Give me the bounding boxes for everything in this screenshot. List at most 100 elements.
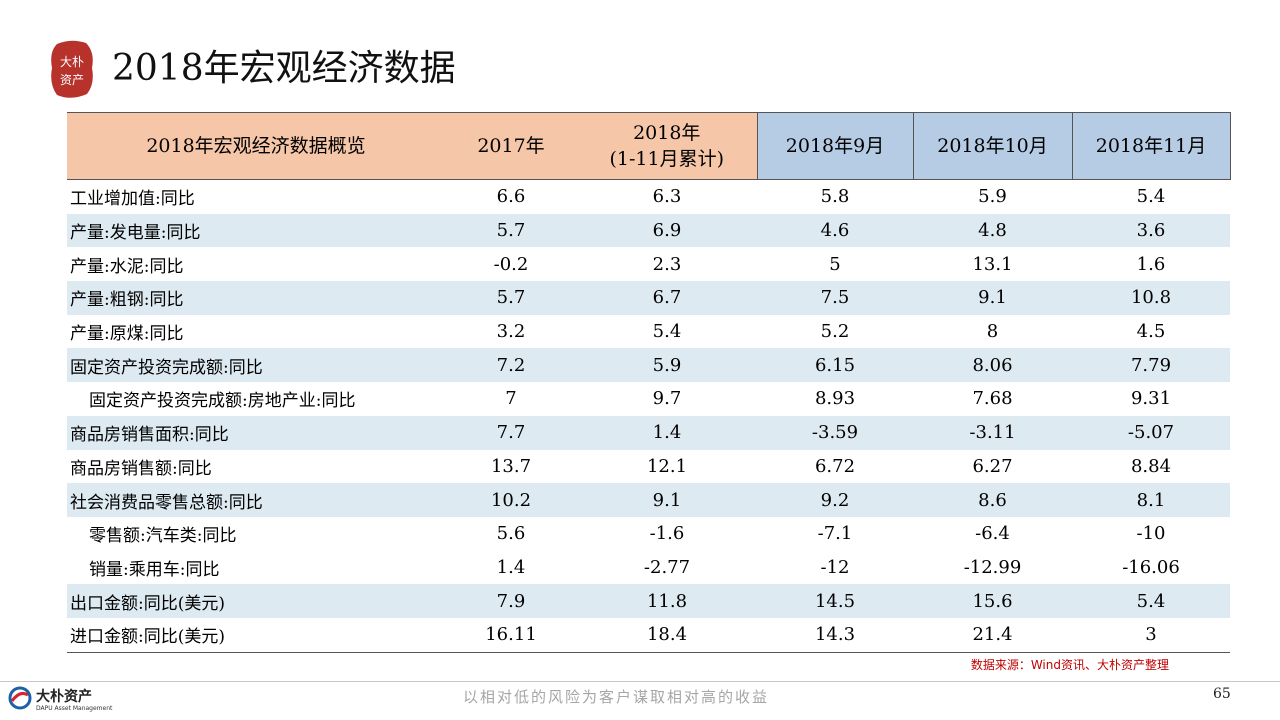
row-value: 6.6 (496, 186, 526, 208)
row-value: 10.8 (1072, 281, 1230, 315)
row-label: 出口金额:同比(美元) (67, 584, 445, 618)
row-value: 9.31 (1130, 388, 1172, 410)
row-value: 5.4 (652, 321, 682, 343)
header-2018-ytd: 2018年 (1-11月累计) (577, 112, 757, 180)
row-label: 商品房销售额:同比 (70, 458, 212, 479)
row-value: 5.8 (820, 186, 850, 208)
table-row: 社会消费品零售总额:同比 10.2 9.1 9.2 8.6 8.1 (67, 483, 1230, 517)
row-value: 6.27 (972, 455, 1013, 477)
row-value: 10.2 (445, 483, 577, 517)
row-value: 5.2 (820, 321, 850, 343)
row-value: 5.7 (445, 281, 577, 315)
row-value: -2.77 (643, 556, 691, 578)
row-value: -16.06 (1122, 556, 1180, 578)
row-value: 3 (1072, 617, 1230, 653)
row-value: -1.6 (649, 523, 685, 545)
table-row: 产量:水泥:同比 -0.2 2.3 5 13.1 1.6 (67, 247, 1230, 281)
row-value: -0.2 (493, 253, 529, 275)
row-value: 4.8 (913, 213, 1072, 248)
row-value: 8.93 (814, 388, 856, 410)
brand-name: 大朴资产 (36, 689, 92, 705)
row-value: 6.3 (652, 186, 682, 208)
row-value: 13.7 (490, 455, 532, 477)
table-row: 商品房销售面积:同比 7.7 1.4 -3.59 -3.11 -5.07 (67, 415, 1230, 450)
row-label: 销量:乘用车:同比 (89, 559, 220, 580)
row-value: 14.5 (757, 584, 913, 618)
table-header-row: 2018年宏观经济数据概览 2017年 2018年 (1-11月累计) 2018… (67, 112, 1231, 180)
row-value: 8.1 (1072, 483, 1230, 517)
row-label: 产量:粗钢:同比 (67, 281, 445, 315)
row-label: 零售额:汽车类:同比 (89, 526, 237, 547)
row-value: 18.4 (577, 617, 757, 653)
row-label: 产量:发电量:同比 (67, 213, 445, 248)
header-2018-year: 2018年 (633, 122, 701, 144)
page-number: 65 (1213, 686, 1231, 702)
source-note: 数据来源：Wind资讯、大朴资产整理 (970, 658, 1169, 672)
row-value: 21.4 (913, 617, 1072, 653)
row-value: -7.1 (817, 523, 853, 545)
row-value: 1.4 (577, 415, 757, 450)
row-value: 7.5 (757, 281, 913, 315)
row-value: 7.79 (1072, 348, 1230, 383)
row-value: 6.9 (577, 213, 757, 248)
macro-data-table: 2018年宏观经济数据概览 2017年 2018年 (1-11月累计) 2018… (67, 112, 1231, 653)
header-2018-oct: 2018年10月 (912, 112, 1073, 180)
table-row: 产量:发电量:同比 5.7 6.9 4.6 4.8 3.6 (67, 213, 1230, 248)
brand-subtitle: DAPU Asset Management (36, 705, 113, 712)
row-label: 商品房销售面积:同比 (67, 415, 445, 450)
row-value: 3.2 (496, 321, 526, 343)
row-label: 产量:水泥:同比 (70, 256, 184, 277)
header-overview: 2018年宏观经济数据概览 (67, 112, 445, 180)
row-value: -3.59 (757, 415, 913, 450)
row-value: 8.06 (913, 348, 1072, 383)
row-value: 7.7 (445, 415, 577, 450)
row-value: -10 (1136, 523, 1166, 545)
row-value: 9.2 (757, 483, 913, 517)
row-value: 5.4 (1072, 584, 1230, 618)
row-value: 6.7 (577, 281, 757, 315)
row-label: 固定资产投资完成额:同比 (67, 348, 445, 383)
header-2018-nov: 2018年11月 (1071, 112, 1231, 180)
table-row: 零售额:汽车类:同比 5.6 -1.6 -7.1 -6.4 -10 (67, 517, 1230, 551)
row-value: 8 (986, 321, 999, 343)
header-2018-sep: 2018年9月 (756, 112, 914, 180)
row-value: 14.3 (757, 617, 913, 653)
row-value: 9.1 (913, 281, 1072, 315)
footer-slogan: 以相对低的风险为客户谋取相对高的收益 (463, 688, 770, 706)
row-value: 2.3 (652, 253, 682, 275)
table-row: 产量:原煤:同比 3.2 5.4 5.2 8 4.5 (67, 315, 1230, 349)
table-row: 出口金额:同比(美元) 7.9 11.8 14.5 15.6 5.4 (67, 584, 1230, 618)
page-title: 2018年宏观经济数据 (112, 48, 456, 89)
seal-logo: 大朴 资产 (51, 40, 93, 98)
row-value: 5.7 (445, 213, 577, 248)
footer-brand: 大朴资产 DAPU Asset Management (8, 684, 118, 716)
row-value: 3.6 (1072, 213, 1230, 248)
footer-divider (0, 681, 1280, 682)
row-value: 8.84 (1130, 455, 1172, 477)
row-value: -6.4 (975, 523, 1010, 545)
table-body: 工业增加值:同比 6.6 6.3 5.8 5.9 5.4 产量:发电量:同比 5.7 6.9 4.… (67, 180, 1230, 653)
seal-text-bottom: 资产 (60, 73, 84, 87)
row-label: 进口金额:同比(美元) (67, 617, 445, 653)
row-value: -5.07 (1072, 415, 1230, 450)
row-value: 4.6 (757, 213, 913, 248)
row-label: 工业增加值:同比 (70, 189, 195, 210)
row-value: 16.11 (445, 617, 577, 653)
row-value: 5.4 (1136, 186, 1166, 208)
row-value: 5 (829, 253, 841, 275)
table-row: 工业增加值:同比 6.6 6.3 5.8 5.9 5.4 (67, 180, 1230, 214)
row-value: 1.6 (1136, 253, 1166, 275)
table-row: 固定资产投资完成额:房地产业:同比 7 9.7 8.93 7.68 9.31 (67, 382, 1230, 416)
header-2017: 2017年 (445, 112, 577, 180)
seal-text-top: 大朴 (60, 54, 84, 69)
row-label: 社会消费品零售总额:同比 (67, 483, 445, 517)
row-value: 5.9 (577, 348, 757, 383)
row-value: 9.1 (577, 483, 757, 517)
table-row: 销量:乘用车:同比 1.4 -2.77 -12 -12.99 -16.06 (67, 551, 1230, 585)
row-label: 产量:原煤:同比 (70, 324, 184, 345)
header-2018-range: (1-11月累计) (609, 148, 724, 170)
row-value: -12 (820, 556, 850, 578)
table-row: 进口金额:同比(美元) 16.11 18.4 14.3 21.4 3 (67, 617, 1230, 653)
row-value: 15.6 (913, 584, 1072, 618)
row-value: -3.11 (913, 415, 1072, 450)
